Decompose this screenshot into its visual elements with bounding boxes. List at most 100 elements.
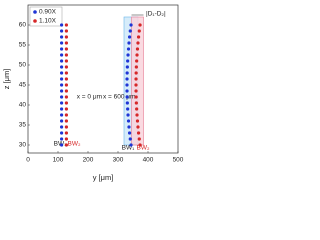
x-axis-title: y [μm] xyxy=(93,173,114,182)
point xyxy=(128,137,132,141)
point xyxy=(64,125,68,129)
point xyxy=(126,59,130,63)
annotation: BW₁ xyxy=(122,145,135,152)
point xyxy=(60,23,64,27)
point xyxy=(125,77,129,81)
point xyxy=(60,29,64,33)
plot-frame xyxy=(27,4,179,154)
legend-label: 0.90X xyxy=(39,9,57,16)
legend-marker xyxy=(33,19,37,23)
point xyxy=(60,113,64,117)
point xyxy=(64,83,68,87)
point xyxy=(126,113,130,117)
x-tick-label: 0 xyxy=(26,157,30,164)
point xyxy=(138,23,142,27)
annotation: |D₁-D₂| xyxy=(146,11,166,18)
point xyxy=(64,47,68,51)
point xyxy=(137,137,141,141)
point xyxy=(60,119,64,123)
point xyxy=(125,71,129,75)
point xyxy=(64,95,68,99)
point xyxy=(135,53,139,57)
point xyxy=(126,119,131,123)
annotation: x = 0 μm xyxy=(77,94,102,101)
x-tick-label: 200 xyxy=(83,157,94,164)
point xyxy=(64,59,68,63)
band-bw2 xyxy=(131,16,144,146)
x-tick-label: 500 xyxy=(173,157,184,164)
point xyxy=(64,119,68,123)
point xyxy=(127,125,131,129)
point xyxy=(128,29,132,33)
annotation: x = 600 μm xyxy=(103,94,135,101)
point xyxy=(136,41,140,45)
legend-label: 1.10X xyxy=(39,18,57,25)
x-tick-label: 400 xyxy=(143,157,154,164)
point xyxy=(64,71,68,75)
point xyxy=(126,47,131,51)
point xyxy=(137,29,141,33)
point xyxy=(134,83,138,87)
point xyxy=(129,143,133,147)
point xyxy=(60,35,64,39)
y-tick-label: 30 xyxy=(19,142,27,149)
point xyxy=(136,35,141,39)
annotation: BW₂ xyxy=(68,141,81,148)
point xyxy=(64,107,68,111)
point xyxy=(135,59,139,63)
point xyxy=(60,83,64,87)
y-tick-label: 60 xyxy=(19,22,27,29)
point xyxy=(134,89,138,93)
point xyxy=(60,77,64,81)
point xyxy=(125,89,129,93)
point xyxy=(64,23,68,27)
x-tick-label: 100 xyxy=(53,157,64,164)
point xyxy=(60,71,64,75)
point xyxy=(64,137,68,141)
point xyxy=(134,77,138,81)
point xyxy=(60,107,64,111)
y-tick-label: 35 xyxy=(19,122,27,129)
point xyxy=(125,65,129,69)
point xyxy=(64,131,68,135)
page: {"chart_data": {"type": "scatter", "xlab… xyxy=(0,0,187,189)
point xyxy=(60,65,64,69)
point xyxy=(135,107,139,111)
point xyxy=(127,35,132,39)
y-tick-label: 45 xyxy=(19,82,27,89)
point xyxy=(64,29,68,33)
point xyxy=(134,101,138,105)
annotation: BW₂ xyxy=(137,145,150,152)
point xyxy=(138,143,142,147)
point xyxy=(136,125,140,129)
y-tick-label: 55 xyxy=(19,42,27,49)
point xyxy=(126,53,130,57)
point xyxy=(60,101,64,105)
point xyxy=(134,65,138,69)
point xyxy=(127,131,132,135)
point xyxy=(64,101,68,105)
point xyxy=(64,113,68,117)
point xyxy=(60,53,64,57)
point xyxy=(64,65,68,69)
legend xyxy=(29,6,63,27)
point xyxy=(60,137,64,141)
point xyxy=(60,89,64,93)
point xyxy=(127,41,131,45)
point xyxy=(135,119,140,123)
point xyxy=(135,47,140,51)
point xyxy=(60,59,64,63)
point xyxy=(60,143,64,147)
y-tick-label: 50 xyxy=(19,62,27,69)
point xyxy=(60,131,64,135)
point xyxy=(64,89,68,93)
point xyxy=(125,95,129,99)
point xyxy=(135,113,139,117)
legend-marker xyxy=(33,10,37,14)
y-tick-label: 40 xyxy=(19,102,27,109)
point xyxy=(60,41,64,45)
point xyxy=(60,95,64,99)
point xyxy=(134,95,138,99)
point xyxy=(64,35,68,39)
point xyxy=(125,101,129,105)
